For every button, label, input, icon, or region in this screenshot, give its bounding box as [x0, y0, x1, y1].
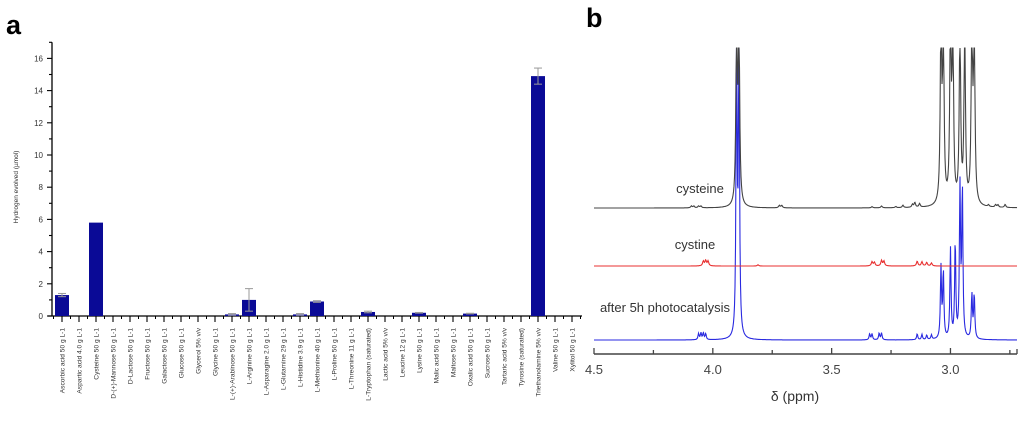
x-tick-label: 4.5 — [585, 362, 603, 377]
x-category-label: Galactose 50 g L-1 — [162, 328, 169, 384]
y-tick-label: 16 — [34, 54, 43, 63]
x-axis-label: δ (ppm) — [771, 388, 819, 404]
x-category-label: Malic acid 50 g L-1 — [434, 328, 441, 384]
x-category-label: Lysine 50 g L-1 — [417, 328, 424, 373]
spectrum-label: cysteine — [676, 181, 724, 196]
x-category-label: Ascorbic acid 50 g L-1 — [60, 328, 67, 394]
x-category-label: L-Asparagine 2.0 g L-1 — [264, 328, 271, 395]
bar-chart-hydrogen: Hydrogen evolved (µmol) 0 2 4 6 8 10 12 14 16 Asc… — [13, 41, 582, 401]
bar — [412, 312, 426, 316]
y-tick-label: 8 — [39, 183, 44, 192]
x-category-label: L-Threonine 11 g L-1 — [349, 328, 356, 389]
x-category-label: L-Proline 50 g L-1 — [332, 328, 339, 381]
x-category-label: Oxalic acid 50 g L-1 — [468, 328, 475, 387]
x-category-label: L-(+)-Arabinose 50 g L-1 — [230, 328, 237, 400]
x-category-label: Xylitol 50 g L-1 — [570, 328, 577, 372]
x-category-label: Cysteine 50 g L-1 — [94, 328, 101, 380]
x-category-label: Triethanolamine 5% v/v — [536, 327, 543, 396]
spectrum-line-cysteine — [594, 47, 1018, 209]
x-category-label: L-Arginine 50 g L-1 — [247, 328, 254, 384]
y-tick-label: 14 — [34, 87, 43, 96]
panel-b-letter: b — [586, 3, 603, 33]
x-category-label: Maltose 50 g L-1 — [451, 328, 458, 377]
x-category-label: L-Histidine 3.9 g L-1 — [298, 328, 305, 387]
x-category-label: D-Lactose 50 g L-1 — [128, 328, 135, 384]
x-category-label: Glycine 50 g L-1 — [213, 328, 220, 376]
x-category-label: Tartaric acid 5% v/v — [502, 327, 509, 385]
bar — [463, 313, 477, 316]
x-category-label: L-Tryptophan (saturated) — [366, 328, 373, 401]
panel-a-letter: a — [6, 10, 22, 40]
x-tick-label: 4.0 — [704, 362, 722, 377]
x-tick-label: 3.5 — [823, 362, 841, 377]
spectrum-label: after 5h photocatalysis — [600, 300, 731, 315]
y-tick-label: 4 — [39, 248, 44, 257]
x-category-label: Tyrosine (saturated) — [519, 328, 526, 387]
x-category-label: Valine 50 g L-1 — [553, 328, 560, 372]
x-category-label: Leucine 12 g L-1 — [400, 328, 407, 377]
bar — [531, 76, 545, 316]
spectrum-label: cystine — [675, 237, 715, 252]
spectrum-line-cystine — [594, 258, 1017, 267]
x-category-label: Sucrose 50 g L-1 — [485, 328, 492, 379]
x-category-label: Lactic acid 5% v/v — [383, 327, 390, 380]
y-axis-label: Hydrogen evolved (µmol) — [13, 151, 20, 224]
x-category-label: Glucose 50 g L-1 — [179, 328, 186, 379]
y-tick-label: 2 — [39, 280, 44, 289]
x-tick-label: 3.0 — [941, 362, 959, 377]
y-tick-label: 0 — [39, 312, 44, 321]
bar — [55, 295, 69, 316]
y-tick-label: 10 — [34, 151, 43, 160]
x-category-label: Aspartic acid 4.0 g L-1 — [77, 328, 84, 394]
x-category-label: L-Glutamine 29 g L-1 — [281, 328, 288, 390]
y-tick-label: 6 — [39, 215, 44, 224]
x-category-label: L-Methionine 40 g L-1 — [315, 328, 322, 392]
spectrum-line-after-5h-photocatalysis — [594, 47, 1017, 341]
x-category-label: D-(+)-Mannose 50 g L-1 — [111, 328, 118, 399]
bar — [361, 311, 375, 316]
bar — [89, 222, 103, 316]
x-category-label: Fructose 50 g L-1 — [145, 328, 152, 380]
y-tick-label: 12 — [34, 119, 43, 128]
x-category-label: Glycerol 5% v/v — [196, 327, 203, 374]
bar — [310, 301, 324, 316]
